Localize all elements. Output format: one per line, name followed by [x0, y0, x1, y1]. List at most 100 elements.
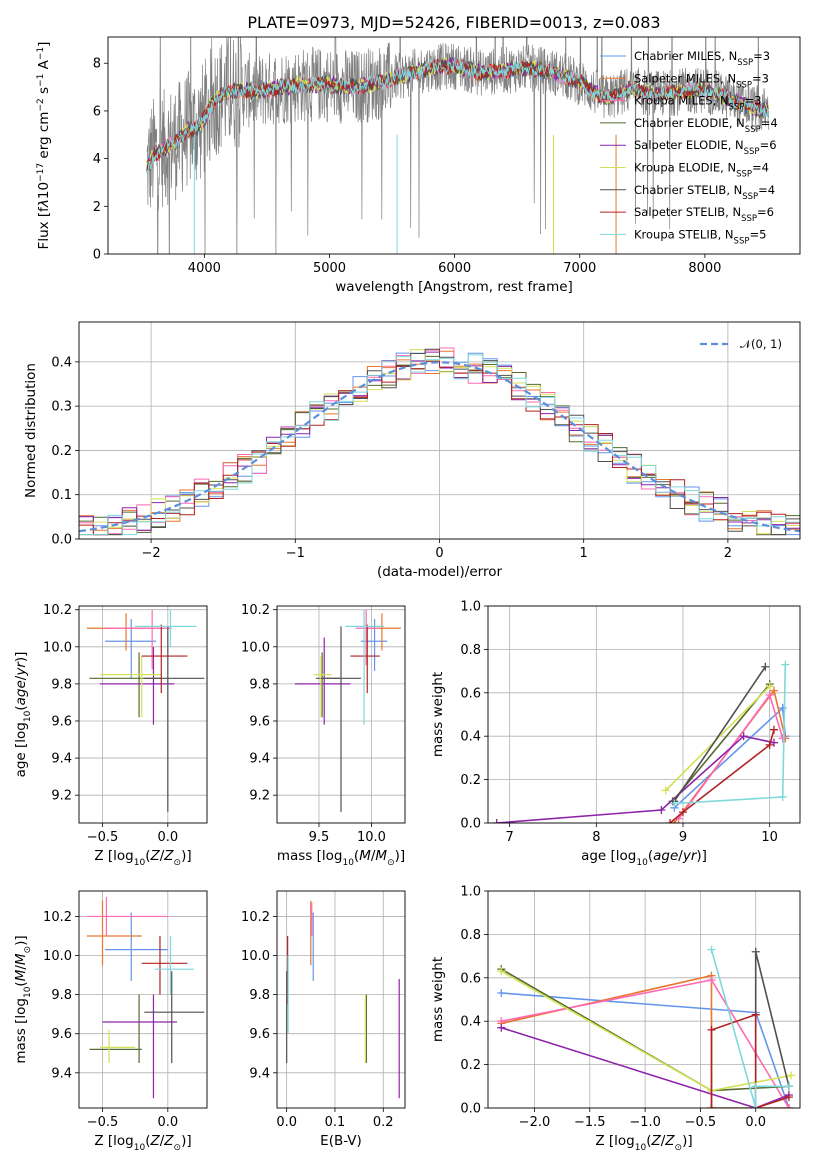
y-tick-label: 9.2	[249, 789, 270, 804]
legend-label-chabrier-stelib: Chabrier STELIB, NSSP=4	[634, 183, 775, 202]
legend-label-kroupa-stelib: Kroupa STELIB, NSSP=5	[634, 227, 766, 246]
weight-marker-salpeter-elodie	[492, 819, 501, 823]
legend-subscript: SSP	[745, 125, 761, 135]
axes-frame	[78, 890, 208, 1109]
x-tick-label: 0.2	[373, 1115, 394, 1130]
x-tick-label: 8	[592, 830, 600, 845]
weight-marker-salpeter-stelib	[666, 819, 674, 823]
x-tick-label: 9	[679, 830, 687, 845]
x-tick-label: −0.5	[87, 830, 119, 845]
y-tick-label: 0.8	[460, 928, 481, 943]
weight-line-salpeter-elodie	[496, 735, 775, 823]
legend-subscript: SSP	[742, 192, 758, 202]
weight-line-salpeter-stelib	[710, 1013, 790, 1108]
y-tick-label: 10.2	[241, 910, 270, 925]
legend-label-chabrier-miles: Chabrier MILES, NSSP=3	[634, 49, 770, 68]
x-tick-label: 1	[580, 546, 588, 561]
legend-count: =6	[760, 138, 777, 152]
y-tick-label: 0.4	[460, 730, 481, 745]
weight-line-chabrier-stelib	[673, 666, 766, 802]
weight-line-chabrier-stelib	[754, 951, 790, 1108]
x-tick-label: −2	[142, 546, 161, 561]
weight-marker-kroupa-elodie	[787, 1071, 796, 1080]
y-tick-label: 10.2	[43, 603, 72, 618]
x-tick-label: −1.5	[574, 1115, 606, 1130]
legend-count: =3	[744, 94, 761, 108]
x-tick-label: 2	[724, 546, 732, 561]
y-tick-label: 0.0	[51, 533, 72, 548]
legend-subscript: SSP	[734, 236, 750, 246]
panel-mass_vs_Z: −0.5 0.0 9.4 9.6 9.8 10.0 10.2 Z [log10(Z/Z⊙)] m…	[13, 890, 208, 1153]
plot-area	[492, 660, 790, 823]
y-tick-label: 10.0	[241, 949, 270, 964]
x-axis-label: wavelength [Angstrom, rest frame]	[335, 279, 573, 295]
weight-line-salpeter-elodie	[501, 1026, 790, 1108]
x-tick-label: 0.0	[157, 830, 178, 845]
legend-subscript: SSP	[737, 58, 753, 68]
y-tick-label: 0.6	[460, 686, 481, 701]
x-tick-label: −1.0	[629, 1115, 661, 1130]
y-axis-label: age [log10(age/yr)]	[13, 652, 33, 778]
x-tick-label: 0.1	[325, 1115, 346, 1130]
y-tick-label: 8	[93, 57, 101, 72]
plot-area	[86, 896, 205, 1099]
histogram-kroupa-stelib	[79, 354, 800, 539]
normal-distribution-curve	[79, 361, 800, 533]
x-axis-label: Z [log10(Z/Z⊙)]	[595, 1133, 692, 1153]
y-tick-label: 10.0	[241, 640, 270, 655]
y-tick-label: 0.3	[51, 400, 72, 415]
chart-title: PLATE=0973, MJD=52426, FIBERID=0013, z=0…	[247, 13, 660, 32]
weight-marker-salpeter-stelib	[707, 1025, 716, 1034]
weight-line-chabrier-miles	[673, 706, 787, 809]
x-tick-label: 7	[506, 830, 514, 845]
plot-area	[79, 347, 800, 539]
axes-frame	[276, 890, 406, 1109]
y-tick-label: 9.4	[249, 1066, 270, 1081]
x-tick-label: 10	[761, 830, 778, 845]
y-tick-label: 9.8	[51, 677, 72, 692]
y-tick-label: 0.0	[460, 1102, 481, 1117]
weight-marker-salpeter-miles	[770, 686, 778, 695]
panel-spectrum: 4000 5000 6000 7000 8000 0 2 4 6 8 PLATE=0973, MJD…	[36, 13, 801, 295]
y-tick-label: 0.2	[460, 773, 481, 788]
legend-count: =3	[753, 49, 770, 63]
model-spectrum-kroupa-stelib	[146, 57, 769, 174]
weight-marker-kroupa-miles	[765, 690, 774, 699]
panel-massweight_vs_Z: −2.0 −1.5 −1.0 −0.5 0.0 0.0 0.2 0.4 0.6 0.8 1.0 Z […	[430, 885, 801, 1153]
weight-line-kroupa-stelib	[710, 949, 789, 1108]
weight-marker-kroupa-miles	[778, 734, 787, 743]
legend-subscript: SSP	[744, 147, 760, 157]
weight-marker-salpeter-stelib	[707, 1104, 716, 1108]
legend-count: =4	[758, 183, 775, 197]
weight-marker-kroupa-elodie	[765, 682, 774, 691]
y-tick-label: 0.2	[460, 1058, 481, 1073]
weight-marker-kroupa-stelib	[784, 1082, 793, 1091]
y-tick-label: 0	[93, 248, 101, 263]
y-tick-label: 1.0	[460, 600, 481, 615]
weight-marker-salpeter-stelib	[679, 808, 687, 817]
plot-area	[294, 609, 401, 812]
y-tick-label: 10.2	[43, 910, 72, 925]
x-tick-label: −0.5	[685, 1115, 717, 1130]
y-tick-label: 9.8	[249, 677, 270, 692]
y-axis-label: mass weight	[430, 672, 446, 757]
weight-marker-chabrier-stelib	[751, 947, 760, 956]
panel-mass_vs_EBV: 0.0 0.1 0.2 9.4 9.6 9.8 10.0 10.2 E(B-V)	[241, 890, 406, 1149]
weight-marker-chabrier-stelib	[761, 662, 770, 671]
y-tick-label: 0.4	[460, 1015, 481, 1030]
x-tick-label: 10.0	[357, 830, 386, 845]
x-tick-label: 8000	[688, 261, 721, 276]
y-tick-label: 9.8	[51, 988, 72, 1003]
y-tick-label: 0.4	[51, 355, 72, 370]
weight-marker-kroupa-stelib	[781, 660, 790, 669]
weight-marker-kroupa-stelib	[751, 1104, 760, 1108]
y-axis-label: Flux [fλ10−17 erg cm−2 s−1 A−1]	[36, 42, 52, 250]
panel-age_vs_Z: −0.5 0.0 9.2 9.4 9.6 9.8 10.0 10.2 Z [log10(Z/Z⊙…	[13, 603, 208, 868]
x-tick-label: −2.0	[519, 1115, 551, 1130]
weight-marker-kroupa-stelib	[670, 799, 679, 808]
y-tick-label: 6	[93, 104, 101, 119]
weight-marker-salpeter-stelib	[765, 740, 774, 749]
y-tick-label: 1.0	[460, 885, 481, 900]
weight-marker-salpeter-stelib	[784, 1093, 793, 1102]
